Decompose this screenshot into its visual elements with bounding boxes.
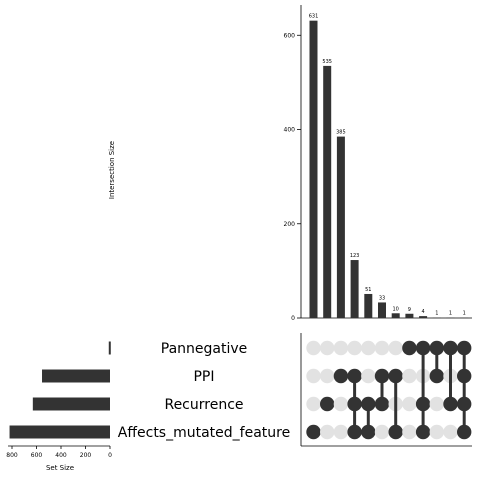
- matrix-dot-active: [388, 368, 403, 384]
- matrix-dot-inactive: [320, 340, 335, 356]
- matrix-dot-active: [402, 340, 417, 356]
- matrix-dot-active: [415, 340, 431, 356]
- set-size-bar: [32, 397, 111, 411]
- intersection-bar: [378, 302, 386, 318]
- matrix-dot-inactive: [443, 424, 458, 440]
- matrix-dot-active: [388, 424, 403, 440]
- intersection-bar-label: 535: [322, 59, 332, 65]
- matrix-dot-inactive: [306, 368, 321, 384]
- intersection-bar-label: 1: [463, 311, 466, 317]
- intersection-bar-label: 1: [449, 311, 452, 317]
- matrix-dot-inactive: [306, 396, 321, 412]
- matrix-dot-inactive: [361, 340, 376, 356]
- set-size-tick-label: 200: [80, 452, 92, 459]
- matrix-dot-active: [306, 424, 321, 440]
- set-size-tick-label: 800: [6, 452, 18, 459]
- matrix-dot-inactive: [402, 424, 417, 440]
- matrix-dot-active: [415, 396, 431, 412]
- matrix-dot-inactive: [429, 396, 444, 412]
- matrix-dot-inactive: [388, 340, 403, 356]
- matrix-dot-inactive: [333, 396, 349, 412]
- intersection-bar-label: 1: [435, 311, 438, 317]
- intersection-bar-label: 123: [350, 253, 360, 259]
- y-axis-title: Intersection Size: [108, 141, 116, 199]
- intersection-bar: [350, 260, 359, 318]
- set-size-tick-label: 400: [55, 452, 67, 459]
- set-size-bar: [9, 425, 110, 439]
- y-tick-label: 400: [284, 127, 296, 134]
- intersection-bar: [391, 313, 400, 318]
- matrix-dot-inactive: [374, 340, 390, 356]
- intersection-bar: [432, 317, 441, 319]
- intersection-bar: [309, 20, 318, 318]
- matrix-dot-inactive: [402, 396, 417, 412]
- intersection-bar-label: 385: [336, 130, 346, 136]
- set-size-axis: 800 600 400 200 0: [6, 445, 112, 459]
- matrix-dot-active: [361, 396, 376, 412]
- matrix-dot-inactive: [347, 340, 362, 356]
- matrix-dot-active: [374, 396, 390, 412]
- matrix-dot-active: [457, 340, 472, 356]
- matrix-dot-active: [457, 396, 472, 412]
- intersection-matrix: [300, 333, 472, 447]
- intersection-bar-label: 631: [309, 14, 319, 20]
- matrix-dot-inactive: [402, 368, 417, 384]
- matrix-dot-active: [333, 368, 349, 384]
- matrix-dot-active: [443, 396, 458, 412]
- set-name-label: Recurrence: [164, 397, 243, 413]
- set-names: Pannegative PPI Recurrence Affects_mutated_…: [118, 341, 290, 441]
- matrix-dot-active: [415, 424, 431, 440]
- matrix-dot-inactive: [306, 340, 321, 356]
- set-name-label: Affects_mutated_feature: [118, 425, 290, 441]
- intersection-bar-label: 33: [379, 295, 385, 301]
- set-size-bars: [9, 341, 111, 439]
- y-tick-label: 200: [284, 221, 296, 228]
- intersection-bar: [364, 293, 373, 318]
- matrix-dot-active: [374, 368, 390, 384]
- set-name-label: Pannegative: [161, 341, 248, 357]
- intersection-bar: [446, 317, 455, 319]
- matrix-dot-inactive: [320, 368, 335, 384]
- intersection-bar: [460, 317, 469, 319]
- matrix-dot-active: [347, 424, 362, 440]
- set-name-label: PPI: [193, 369, 214, 385]
- intersection-bar-label: 9: [408, 307, 411, 313]
- matrix-dot-active: [457, 424, 472, 440]
- matrix-dot-active: [347, 396, 362, 412]
- set-size-bar: [42, 369, 111, 383]
- matrix-dot-active: [320, 396, 335, 412]
- set-size-tick-label: 600: [31, 452, 43, 459]
- intersection-bar: [336, 136, 345, 318]
- y-tick-label: 600: [284, 32, 296, 39]
- set-size-axis-title: Set Size: [46, 464, 74, 472]
- matrix-dot-inactive: [320, 424, 335, 440]
- matrix-dot-active: [443, 340, 458, 356]
- y-tick-label: 0: [291, 315, 295, 322]
- matrix-dot-inactive: [429, 424, 444, 440]
- intersection-bar: [323, 65, 332, 318]
- intersection-bar: [419, 316, 428, 318]
- set-size-tick-label: 0: [108, 452, 112, 459]
- intersection-bar-labels: 631 535 385 123 51 33 10 9 4 1 1 1: [309, 14, 466, 317]
- matrix-dot-active: [429, 368, 444, 384]
- matrix-dot-active: [429, 340, 444, 356]
- matrix-dot-active: [361, 424, 376, 440]
- intersection-bar-label: 4: [422, 309, 425, 315]
- intersection-bars: [309, 20, 469, 319]
- intersection-bar-label: 51: [365, 287, 371, 293]
- intersection-bar: [405, 313, 414, 318]
- matrix-dot-inactive: [333, 340, 349, 356]
- set-size-bar: [108, 341, 111, 355]
- matrix-dot-inactive: [361, 368, 376, 384]
- matrix-dot-active: [347, 368, 362, 384]
- matrix-dot-inactive: [374, 424, 390, 440]
- intersection-bar-label: 10: [393, 306, 399, 312]
- matrix-dot-active: [457, 368, 472, 384]
- matrix-dot-inactive: [333, 424, 349, 440]
